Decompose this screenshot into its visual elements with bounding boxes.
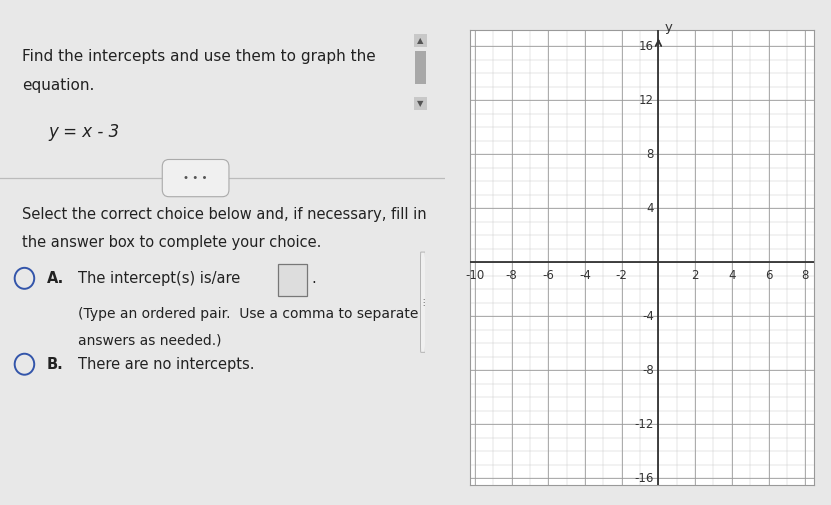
FancyBboxPatch shape — [162, 160, 229, 197]
Text: .: . — [311, 271, 316, 286]
Text: -6: -6 — [543, 269, 554, 282]
Text: -8: -8 — [642, 364, 654, 377]
Text: -4: -4 — [579, 269, 591, 282]
Text: The intercept(s) is/are: The intercept(s) is/are — [78, 271, 240, 286]
Text: answers as needed.): answers as needed.) — [78, 333, 221, 347]
Text: 8: 8 — [802, 269, 809, 282]
Text: -16: -16 — [635, 472, 654, 485]
Text: y = x - 3: y = x - 3 — [49, 123, 120, 141]
Text: 8: 8 — [647, 148, 654, 161]
Text: (Type an ordered pair.  Use a comma to separate: (Type an ordered pair. Use a comma to se… — [78, 307, 418, 321]
Text: y: y — [665, 21, 673, 34]
Text: • • •: • • • — [184, 173, 208, 183]
Text: ⋮: ⋮ — [419, 297, 427, 307]
Text: Find the intercepts and use them to graph the: Find the intercepts and use them to grap… — [22, 49, 376, 64]
Text: equation.: equation. — [22, 78, 95, 93]
Text: -8: -8 — [506, 269, 518, 282]
Text: 16: 16 — [639, 40, 654, 53]
Text: Select the correct choice below and, if necessary, fill in: Select the correct choice below and, if … — [22, 207, 427, 222]
Text: -4: -4 — [642, 310, 654, 323]
FancyBboxPatch shape — [420, 252, 425, 352]
Text: -12: -12 — [635, 418, 654, 431]
Text: the answer box to complete your choice.: the answer box to complete your choice. — [22, 235, 322, 250]
Text: -10: -10 — [465, 269, 484, 282]
Text: 2: 2 — [691, 269, 699, 282]
Text: 12: 12 — [639, 94, 654, 107]
Bar — [414, 97, 427, 110]
Text: There are no intercepts.: There are no intercepts. — [78, 357, 254, 372]
Text: -2: -2 — [616, 269, 627, 282]
Text: 6: 6 — [765, 269, 772, 282]
Bar — [414, 34, 427, 47]
Text: A.: A. — [47, 271, 64, 286]
Bar — [278, 264, 307, 296]
Text: 4: 4 — [728, 269, 735, 282]
Bar — [415, 51, 426, 84]
Text: ▼: ▼ — [417, 99, 424, 108]
Text: 4: 4 — [647, 202, 654, 215]
Text: ▲: ▲ — [417, 36, 424, 45]
Text: B.: B. — [47, 357, 63, 372]
